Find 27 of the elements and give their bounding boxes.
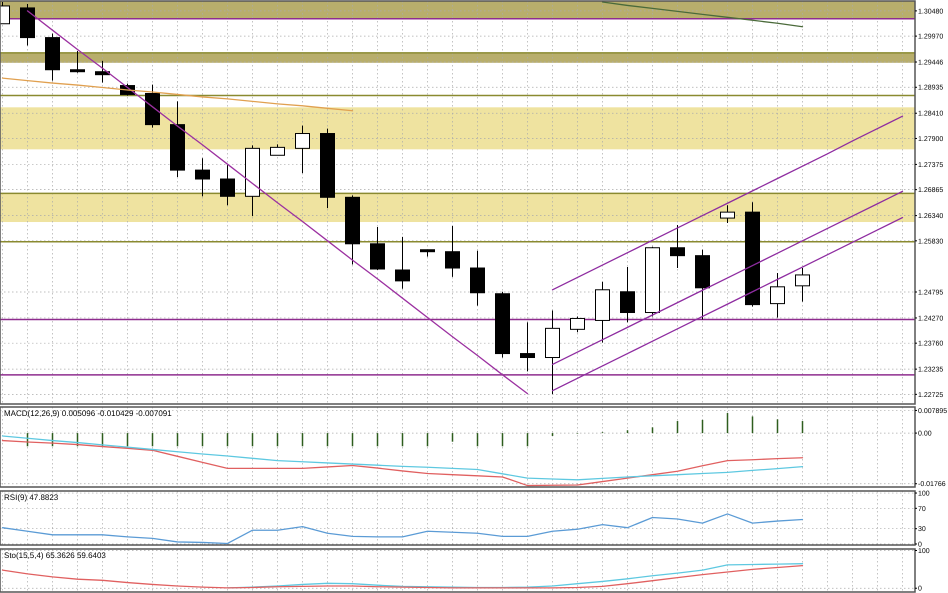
chart-title: RSI(9) 47.8823 [4,493,59,502]
candlestick [570,316,585,333]
line-series [2,77,354,112]
candlestick [795,268,810,302]
candlestick [770,272,785,318]
line-series [2,513,804,544]
candlestick [445,225,460,278]
candlestick [95,60,110,84]
line-series [552,116,904,290]
candlestick [670,224,685,269]
candlestick [720,204,735,224]
line-series [2,435,804,480]
line-series [602,1,804,28]
chart-title: MACD(12,26,9) 0.005096 -0.010429 -0.007091 [4,409,172,418]
candlestick [620,266,635,323]
candlestick [195,158,210,197]
candlestick [395,236,410,290]
line-series [2,564,804,588]
candlestick [295,125,310,174]
line-series [552,216,904,392]
line-series [2,440,804,486]
candlestick [270,144,285,156]
chart-title: Sto(15,5,4) 65.3626 59.6403 [4,551,106,560]
candlestick [520,322,535,372]
line-series [552,190,904,366]
candlestick [70,50,85,74]
candlestick [220,164,235,206]
